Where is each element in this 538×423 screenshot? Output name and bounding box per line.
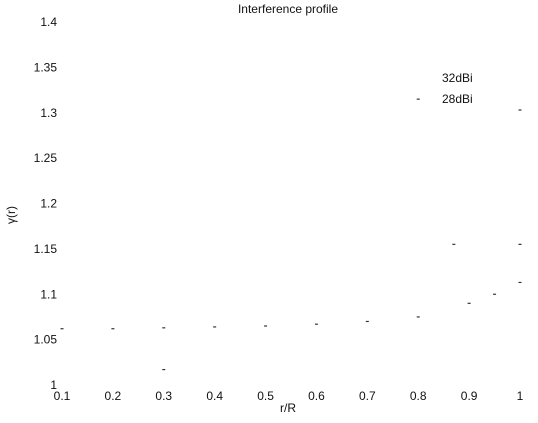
chart-title: Interference profile	[238, 2, 338, 16]
legend-entry-32dbi: 32dBi	[442, 71, 473, 85]
x-tick-label: 0.4	[206, 389, 223, 403]
y-tick-label: 1.3	[40, 106, 57, 120]
x-tick-label: 0.5	[257, 389, 274, 403]
y-tick-label: 1.1	[40, 287, 57, 301]
legend-entry-28dbi: 28dBi	[442, 92, 473, 106]
x-tick-label: 0.9	[461, 389, 478, 403]
x-axis-label: r/R	[280, 401, 296, 415]
y-tick-label: 1.25	[34, 151, 58, 165]
y-tick-label: 1.15	[34, 242, 58, 256]
y-tick-label: 1.35	[34, 60, 58, 74]
y-tick-label: 1.2	[40, 197, 57, 211]
x-tick-label: 0.2	[105, 389, 122, 403]
x-tick-label: 0.6	[308, 389, 325, 403]
x-tick-label: 0.8	[410, 389, 427, 403]
y-tick-labels: 1 1.05 1.1 1.15 1.2 1.25 1.3 1.35 1.4	[34, 15, 58, 392]
data-marks	[60, 98, 522, 371]
y-tick-label: 1.4	[40, 15, 57, 29]
x-tick-label: 1	[517, 389, 524, 403]
x-tick-label: 0.3	[155, 389, 172, 403]
x-tick-label: 0.7	[359, 389, 376, 403]
y-tick-label: 1.05	[34, 333, 58, 347]
x-tick-label: 0.1	[54, 389, 71, 403]
x-tick-labels: 0.1 0.2 0.3 0.4 0.5 0.6 0.7 0.8 0.9 1	[54, 389, 524, 403]
y-axis-label: γ(r)	[4, 206, 18, 224]
y-tick-label: 1	[50, 378, 57, 392]
